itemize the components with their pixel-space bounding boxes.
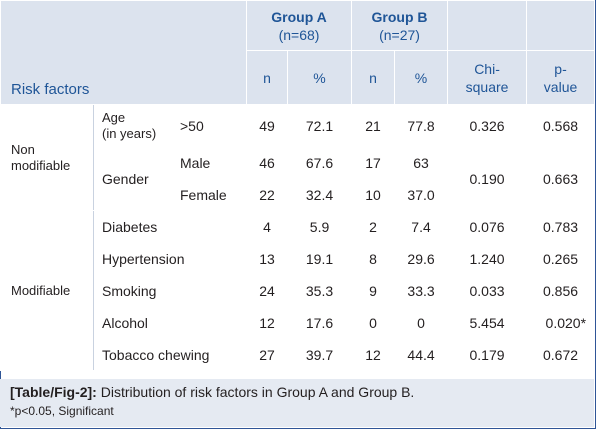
caption-text: Distribution of risk factors in Group A … — [96, 384, 415, 400]
header-a-n: n — [246, 50, 289, 105]
factor-name: Alcohol — [92, 306, 248, 339]
factor-name: Tobacco chewing — [92, 338, 248, 371]
factor-name: Hypertension — [92, 242, 248, 275]
age-label-1: Age — [102, 109, 126, 125]
cell-b-n: 0 — [351, 306, 396, 339]
non-modifiable-label-2: modifiable — [11, 157, 71, 173]
cell-b-n: 2 — [351, 210, 396, 243]
group-non-modifiable: Non modifiable — [0, 104, 94, 211]
cell-a-pct: 72.1 — [287, 104, 353, 147]
cell-chi: 0.179 — [447, 338, 528, 371]
cell-p: 0.020* — [526, 306, 596, 339]
cell-a-n: 4 — [246, 210, 289, 243]
cell-p: 0.856 — [526, 274, 596, 307]
header-group-a-n: (n=68) — [278, 26, 320, 43]
cell-a-n: 22 — [246, 178, 289, 211]
cell-p: 0.663 — [526, 146, 596, 211]
cell-b-pct: 29.6 — [394, 242, 449, 275]
header-row-groups: Risk factors Group A (n=68) Group B (n=2… — [0, 0, 596, 105]
non-modifiable-label-1: Non — [11, 141, 35, 157]
cell-b-pct: 77.8 — [394, 104, 449, 147]
cell-chi: 0.076 — [447, 210, 528, 243]
cell-chi: 0.190 — [447, 146, 528, 211]
cell-p: 0.265 — [526, 242, 596, 275]
factor-age: Age (in years) — [93, 104, 172, 147]
factor-name: Diabetes — [92, 210, 248, 243]
factor-gender: Gender — [93, 146, 172, 211]
caption-line: [Table/Fig-2]: Distribution of risk fact… — [10, 384, 414, 400]
cell-a-pct: 35.3 — [287, 274, 353, 307]
cell-a-n: 24 — [246, 274, 289, 307]
factor-male: Male — [170, 146, 248, 179]
cell-b-n: 8 — [351, 242, 396, 275]
header-empty-p — [526, 0, 596, 51]
cell-b-n: 12 — [351, 338, 396, 371]
cell-a-n: 46 — [246, 146, 289, 179]
caption-note: *p<0.05, Significant — [10, 404, 114, 418]
header-risk-factors: Risk factors — [0, 0, 248, 105]
age-label-2: (in years) — [102, 125, 157, 141]
header-row-columns: n % n % Chi- square p- value — [1, 50, 596, 105]
header-group-b-label: Group B — [371, 8, 428, 25]
factor-age-sub: >50 — [170, 104, 248, 147]
cell-a-pct: 17.6 — [287, 306, 353, 339]
table-row: Gender Male 46 67.6 17 63 0.190 0.663 — [1, 146, 596, 211]
table-row: Non modifiable Age (in years) >50 49 72.… — [0, 104, 596, 211]
factor-name: Smoking — [92, 274, 248, 307]
header-p-value: p- value — [526, 50, 596, 105]
cell-chi: 0.033 — [447, 274, 528, 307]
header-b-pct: % — [394, 50, 449, 105]
cell-p: 0.783 — [526, 210, 596, 243]
header-b-n: n — [351, 50, 396, 105]
cell-chi: 1.240 — [447, 242, 528, 275]
cell-b-pct: 0 — [394, 306, 449, 339]
cell-b-pct: 37.0 — [394, 178, 449, 211]
table-row: Tobacco chewing 27 39.7 12 44.4 0.179 0.… — [1, 338, 596, 371]
header-empty-chi — [447, 0, 528, 51]
cell-a-pct: 19.1 — [287, 242, 353, 275]
cell-a-pct: 67.6 — [287, 146, 353, 179]
header-group-a: Group A (n=68) — [246, 0, 353, 51]
cell-b-n: 21 — [351, 104, 396, 147]
cell-a-pct: 5.9 — [287, 210, 353, 243]
cell-a-n: 27 — [246, 338, 289, 371]
cell-b-n: 17 — [351, 146, 396, 179]
header-group-b-n: (n=27) — [379, 26, 420, 43]
cell-b-n: 10 — [351, 178, 396, 211]
group-modifiable: Modifiable — [0, 210, 94, 371]
cell-chi: 0.326 — [447, 104, 528, 147]
table-row: Alcohol 12 17.6 0 0 5.454 0.020* — [1, 306, 596, 339]
cell-a-pct: 32.4 — [287, 178, 353, 211]
table-caption: [Table/Fig-2]: Distribution of risk fact… — [0, 379, 594, 427]
header-risk-factors-label: Risk factors — [11, 81, 90, 98]
header-group-a-label: Group A — [271, 8, 327, 25]
cell-b-pct: 44.4 — [394, 338, 449, 371]
header-p-2: value — [543, 78, 578, 95]
header-chi-1: Chi- — [474, 60, 500, 77]
cell-a-n: 49 — [246, 104, 289, 147]
cell-a-n: 12 — [246, 306, 289, 339]
cell-a-pct: 39.7 — [287, 338, 353, 371]
header-p-1: p- — [554, 60, 567, 77]
cell-b-pct: 63 — [394, 146, 449, 179]
factor-female: Female — [170, 178, 248, 211]
risk-factors-table: Risk factors Group A (n=68) Group B (n=2… — [0, 0, 596, 371]
header-chi-square: Chi- square — [447, 50, 528, 105]
cell-p: 0.672 — [526, 338, 596, 371]
cell-chi: 5.454 — [447, 306, 528, 339]
table-row: Female 22 32.4 10 37.0 — [1, 178, 595, 211]
table-row: Modifiable Diabetes 4 5.9 2 7.4 0.076 0.… — [0, 210, 596, 371]
header-a-pct: % — [287, 50, 353, 105]
cell-p: 0.568 — [526, 104, 596, 147]
cell-b-pct: 7.4 — [394, 210, 449, 243]
cell-a-n: 13 — [246, 242, 289, 275]
caption-tag: [Table/Fig-2]: — [10, 384, 97, 400]
cell-b-pct: 33.3 — [394, 274, 449, 307]
cell-b-n: 9 — [351, 274, 396, 307]
header-chi-2: square — [465, 78, 509, 95]
header-group-b: Group B (n=27) — [351, 0, 449, 51]
